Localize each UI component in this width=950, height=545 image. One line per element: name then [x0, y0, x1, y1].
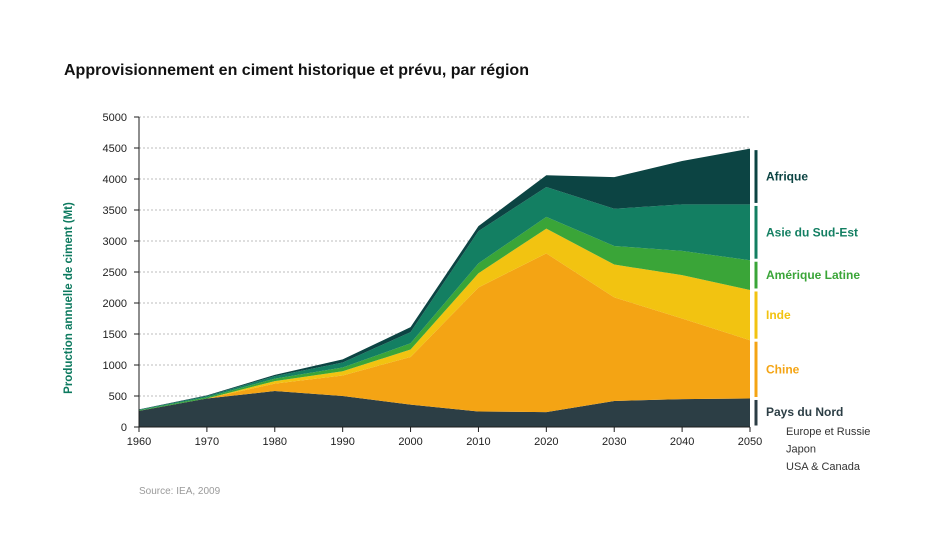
y-tick-label: 4500	[103, 143, 127, 155]
x-tick-label: 1970	[195, 436, 219, 448]
grid-lines	[139, 116, 750, 397]
x-tick-label: 1980	[263, 436, 287, 448]
y-axis-label: Production annuelle de ciment (Mt)	[63, 202, 75, 394]
y-tick-label: 500	[109, 391, 127, 403]
y-tick-label: 0	[121, 422, 127, 434]
legend-label: Pays du Nord	[766, 405, 843, 419]
subregion-label: USA & Canada	[786, 461, 861, 473]
y-tick-label: 5000	[103, 112, 127, 124]
y-tick-label: 1000	[103, 360, 127, 372]
stacked-areas	[139, 148, 750, 427]
subregion-label: Europe et Russie	[786, 426, 870, 438]
legend: Pays du Nord Chine Inde Amérique Latine Asie…	[754, 150, 870, 473]
area-series-4	[139, 187, 750, 411]
x-tick-label: 2020	[534, 436, 558, 448]
x-tick-label: 2030	[602, 436, 626, 448]
y-tick-label: 1500	[103, 329, 127, 341]
area-series-2	[139, 228, 750, 411]
x-tick-labels: 1960 1970 1980 1990 2000 2010 2020 2030 2040 2050	[127, 436, 762, 448]
y-tick-label: 4000	[103, 174, 127, 186]
chart-title: Approvisionnement en ciment historique e…	[64, 62, 529, 79]
y-tick-labels: 0 500 1000 1500 2000 2500 3000 3500 4000 4500 5000	[103, 112, 127, 434]
source-note: Source: IEA, 2009	[139, 486, 221, 497]
legend-label: Inde	[766, 308, 791, 322]
y-tick-label: 2500	[103, 267, 127, 279]
axes	[134, 116, 751, 432]
area-series-1	[139, 253, 750, 413]
x-tick-label: 1960	[127, 436, 151, 448]
x-tick-label: 2040	[670, 436, 694, 448]
y-tick-label: 3000	[103, 236, 127, 248]
legend-label: Chine	[766, 362, 800, 376]
legend-label: Afrique	[766, 170, 808, 184]
x-tick-label: 2050	[738, 436, 762, 448]
area-series-5	[139, 148, 750, 410]
x-tick-label: 2010	[466, 436, 490, 448]
area-series-0	[139, 391, 750, 427]
subregion-label: Japon	[786, 444, 816, 456]
legend-label: Asie du Sud-Est	[766, 225, 858, 239]
x-tick-label: 1990	[330, 436, 354, 448]
x-tick-label: 2000	[398, 436, 422, 448]
y-tick-label: 3500	[103, 205, 127, 217]
y-tick-label: 2000	[103, 298, 127, 310]
legend-label: Amérique Latine	[766, 268, 860, 282]
